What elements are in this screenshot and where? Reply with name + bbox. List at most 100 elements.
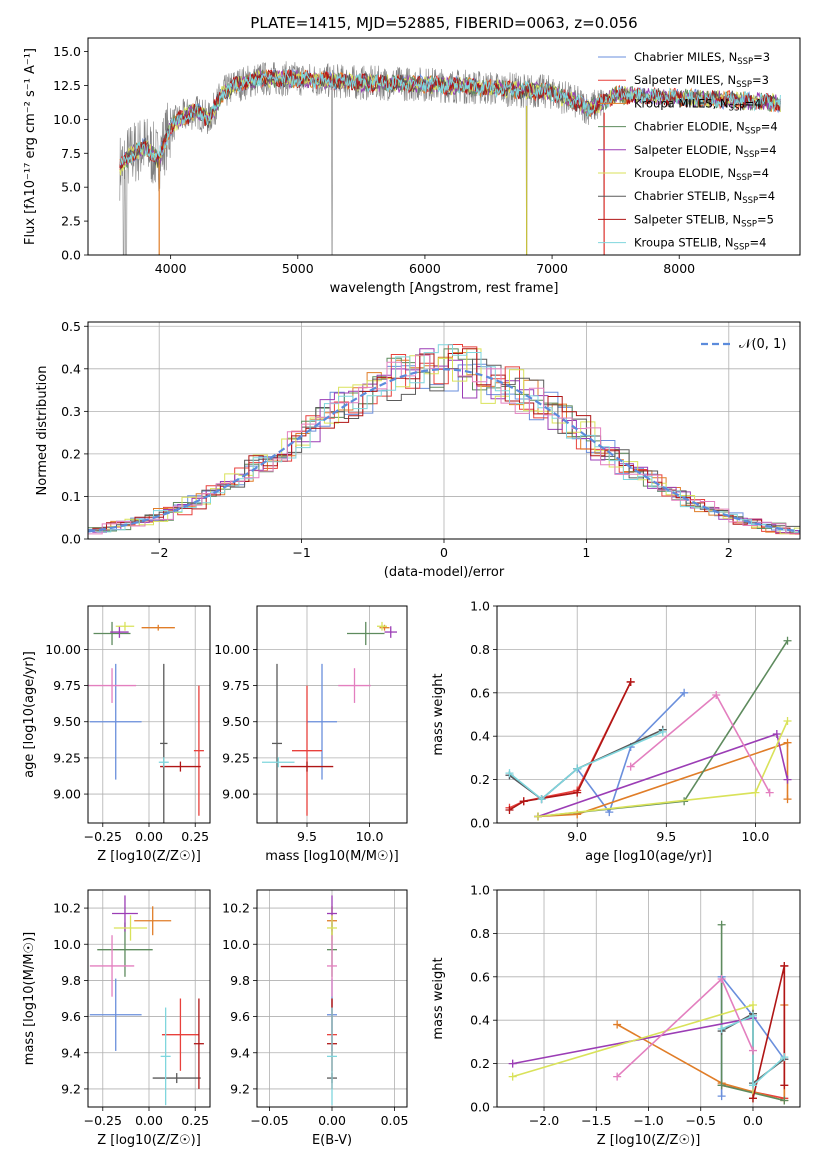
y-tick-label: 9.6 xyxy=(230,1009,250,1024)
legend-label: Kroupa MILES, NSSP=4 xyxy=(634,96,761,113)
x-axis-label: Z [log10(Z/Z☉)] xyxy=(97,1133,201,1148)
x-tick-label: −0.25 xyxy=(84,1113,122,1128)
x-tick-label: 6000 xyxy=(409,261,441,276)
y-tick-label: 1.0 xyxy=(470,883,490,898)
weight-point-marker xyxy=(717,920,726,929)
y-tick-label: 9.00 xyxy=(222,787,250,802)
legend-model-name: Kroupa ELODIE, N xyxy=(634,166,736,180)
y-tick-label: 9.25 xyxy=(53,750,81,765)
weight-point-marker xyxy=(613,1020,622,1029)
errorbar-point xyxy=(280,761,334,772)
chart-panels: 4000 5000 6000 7000 80000.02.55.07.510.012.5… xyxy=(22,37,801,1148)
errorbar-point xyxy=(327,1007,337,1106)
errorbar-point xyxy=(160,1007,171,1106)
weight-point-marker xyxy=(748,1001,757,1010)
legend-nssp: =3 xyxy=(753,50,770,64)
y-tick-label: 10.0 xyxy=(53,937,81,952)
legend-subscript: SSP xyxy=(734,243,750,253)
axes-frame xyxy=(87,321,801,540)
legend-nssp: =4 xyxy=(758,189,775,203)
y-tick-label: 0.2 xyxy=(470,1056,490,1071)
legend-label: Salpeter ELODIE, NSSP=4 xyxy=(634,143,777,160)
axes-frame xyxy=(496,889,801,1108)
weight-point-marker xyxy=(519,797,528,806)
x-tick-label: −0.05 xyxy=(250,1113,288,1128)
x-axis-label: Z [log10(Z/Z☉)] xyxy=(597,1133,701,1148)
y-tick-label: 9.75 xyxy=(53,678,81,693)
errorbar-point xyxy=(384,626,397,638)
y-tick-label: 0.4 xyxy=(470,1013,490,1028)
x-axis-label: E(B-V) xyxy=(312,1133,352,1148)
errorbar-point xyxy=(93,621,131,646)
x-tick-label: 7000 xyxy=(536,261,568,276)
x-tick-label: −2.0 xyxy=(529,1113,559,1128)
weight-point-marker xyxy=(680,688,689,697)
x-axis-label: mass [log10(M/M☉)] xyxy=(265,849,398,864)
legend-subscript: SSP xyxy=(744,150,760,160)
legend-nssp: =4 xyxy=(760,143,777,157)
y-tick-label: 0.0 xyxy=(61,532,81,547)
y-tick-label: 9.00 xyxy=(53,787,81,802)
weight-point-marker xyxy=(613,1072,622,1081)
axes-frame xyxy=(87,889,211,1108)
panel-spectrum: 4000 5000 6000 7000 8000 0.0 2.5 5.0 7.5 10.0 12.5… xyxy=(23,37,801,296)
y-axis-label: mass weight xyxy=(431,673,446,755)
x-tick-label: −2 xyxy=(150,545,168,560)
errorbar-point xyxy=(89,935,135,997)
legend-label: Chabrier MILES, NSSP=3 xyxy=(634,50,770,67)
weight-point-marker xyxy=(772,730,781,739)
weight-point-marker xyxy=(780,1053,789,1062)
y-tick-label: 0.8 xyxy=(470,926,490,941)
errorbar-point xyxy=(160,761,201,772)
y-tick-label: 10.0 xyxy=(222,937,250,952)
weight-point-marker xyxy=(780,961,789,970)
weight-series-line xyxy=(509,681,632,811)
x-tick-label: 0.0 xyxy=(743,1113,763,1128)
x-tick-label: 9.0 xyxy=(567,829,587,844)
y-tick-label: 0.2 xyxy=(470,772,490,787)
weight-point-marker xyxy=(783,775,792,784)
x-tick-label: 10.0 xyxy=(356,829,384,844)
y-tick-label: 5.0 xyxy=(61,180,81,195)
axes-frame xyxy=(256,605,408,824)
errorbar-point xyxy=(272,663,282,823)
legend-subscript: SSP xyxy=(737,57,753,67)
y-tick-label: 9.2 xyxy=(230,1081,250,1096)
errorbar-point xyxy=(307,663,337,780)
x-tick-label: −1.5 xyxy=(581,1113,611,1128)
legend-label: Chabrier ELODIE, NSSP=4 xyxy=(634,120,778,137)
weight-point-marker xyxy=(748,1081,757,1090)
legend-model-name: Salpeter ELODIE, N xyxy=(634,143,744,157)
x-axis-label: wavelength [Angstrom, rest frame] xyxy=(330,281,559,296)
y-tick-label: 12.5 xyxy=(53,78,81,93)
y-tick-label: 0.5 xyxy=(61,319,81,334)
y-tick-label: 0.0 xyxy=(470,816,490,831)
model-spectrum-line xyxy=(119,69,781,171)
weight-point-marker xyxy=(780,1081,789,1090)
x-tick-label: 0.25 xyxy=(181,1113,209,1128)
y-tick-label: 10.2 xyxy=(222,901,250,916)
y-tick-label: 9.4 xyxy=(230,1045,250,1060)
panel-weight-vs-age: 9.0 9.5 10.0 0.0 0.2 0.4 0.6 0.8 1.0 age [log10(a… xyxy=(431,599,801,864)
legend-nssp: =4 xyxy=(761,120,778,134)
legend-label: Kroupa STELIB, NSSP=4 xyxy=(634,236,766,253)
legend-label: Salpeter MILES, NSSP=3 xyxy=(634,73,769,90)
normal-distribution-curve xyxy=(88,368,800,533)
errorbar-point xyxy=(113,915,148,941)
errorbar-point xyxy=(338,668,371,703)
x-tick-label: 0.00 xyxy=(135,1113,163,1128)
legend-subscript: SSP xyxy=(729,103,745,113)
axes-frame xyxy=(87,605,211,824)
y-axis-label: Flux [fλ10⁻¹⁷ erg cm⁻² s⁻¹ A⁻¹] xyxy=(23,48,38,245)
y-tick-label: 0.6 xyxy=(470,969,490,984)
y-tick-label: 9.8 xyxy=(61,973,81,988)
errorbar-point xyxy=(292,685,322,816)
axes-frame xyxy=(256,889,408,1108)
x-tick-label: −1 xyxy=(292,545,310,560)
y-tick-label: 0.8 xyxy=(470,642,490,657)
legend-label: 𝒩(0, 1) xyxy=(739,337,786,352)
y-tick-label: 7.5 xyxy=(61,146,81,161)
weight-point-marker xyxy=(508,1059,517,1068)
weight-point-marker xyxy=(748,1011,757,1020)
x-tick-label: 2 xyxy=(725,545,733,560)
